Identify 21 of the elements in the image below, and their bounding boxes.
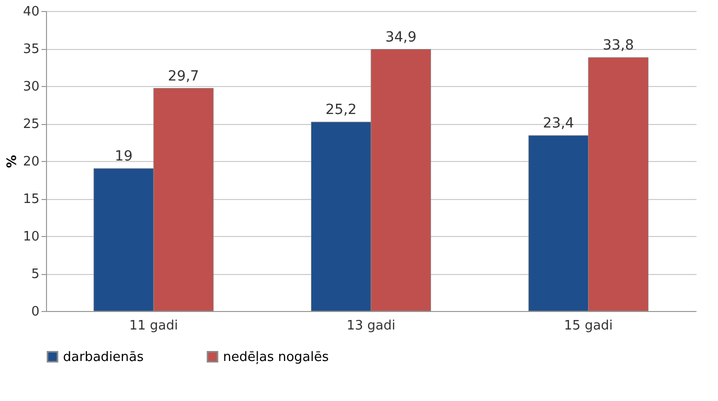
y-tick-label: 30 <box>22 80 40 94</box>
y-axis-title: % <box>4 154 20 168</box>
y-tick-label: 20 <box>22 154 40 170</box>
text: 23,4 <box>542 116 574 132</box>
y-tick-label: 25 <box>22 117 40 132</box>
x-tick-label: 13 gadi <box>346 318 396 334</box>
x-tick-label: 15 gadi <box>564 318 613 334</box>
x-tick-label: 11 gadi <box>129 318 178 334</box>
text: 25,2 <box>326 102 357 118</box>
legend-label: nedēļas nogalēs <box>223 350 329 365</box>
text: 29,7 <box>168 68 200 84</box>
legend-label: darbadienās <box>63 350 144 365</box>
y-tick-label: 15 <box>22 192 40 207</box>
text: 19 <box>114 148 133 164</box>
y-tick-label: 0 <box>31 304 40 320</box>
y-tick-label: 5 <box>31 267 40 282</box>
y-tick-label: 40 <box>22 4 40 20</box>
text: 34,9 <box>385 29 416 46</box>
text: 33,8 <box>602 38 634 54</box>
y-tick-label: 35 <box>22 42 40 57</box>
y-tick-label: 10 <box>22 230 40 244</box>
